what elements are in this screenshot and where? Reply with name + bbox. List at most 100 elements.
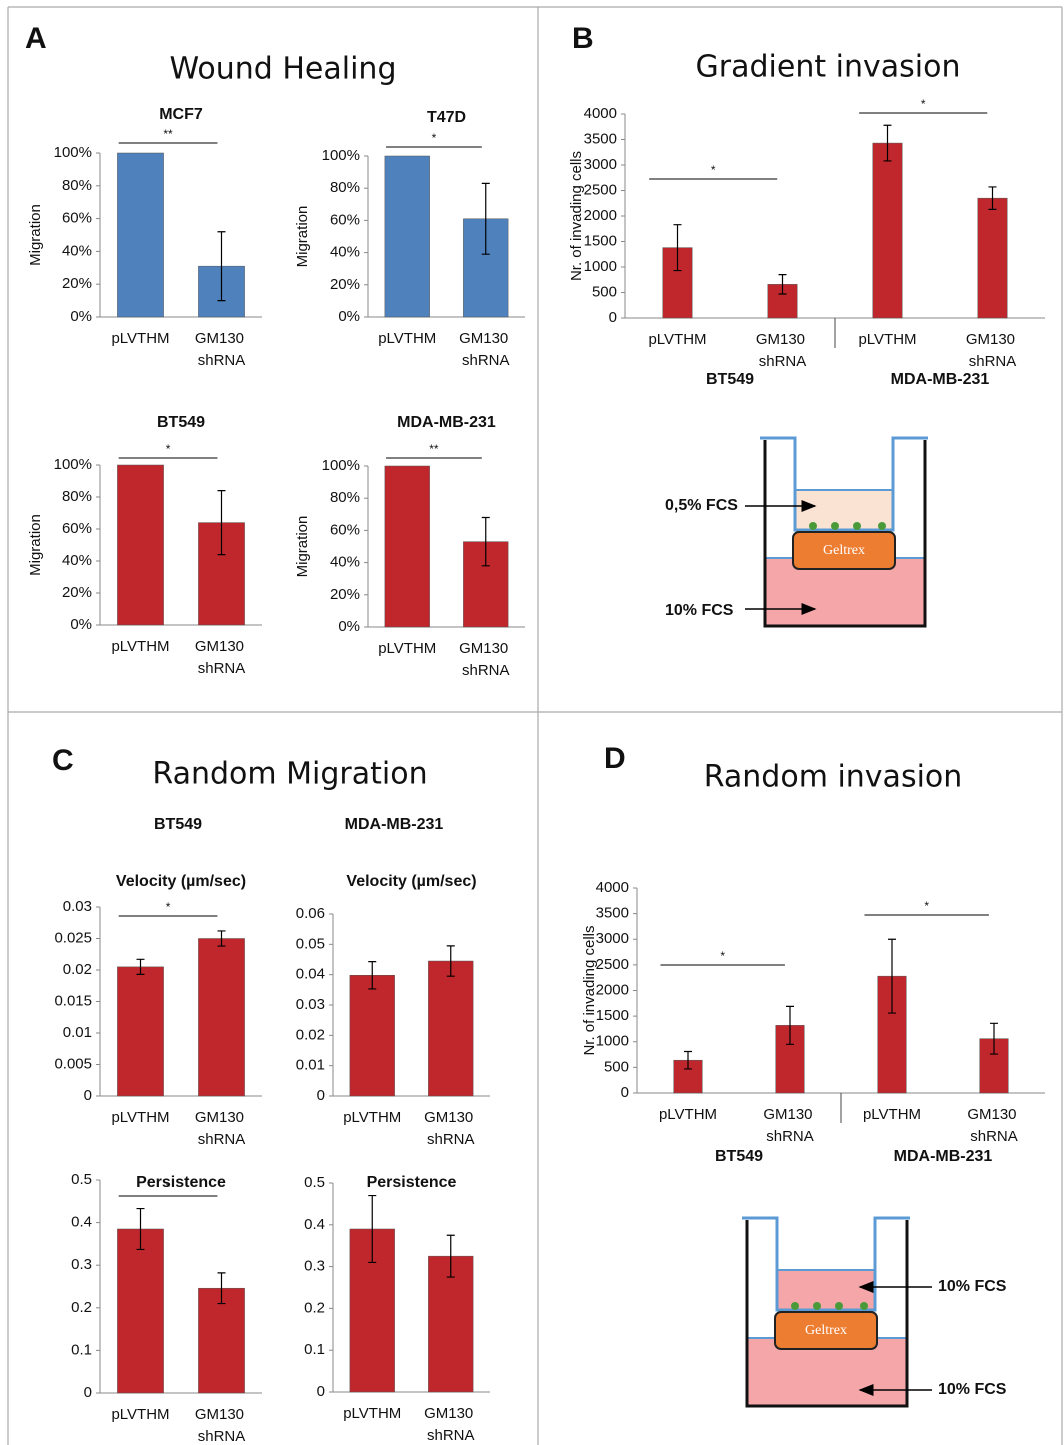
- medium-label: 10% FCS: [938, 1381, 1007, 1398]
- chart-title: BT549: [157, 414, 205, 431]
- x-tick-label: GM130 shRNA: [966, 331, 1019, 370]
- y-tick-label: 0.04: [296, 966, 325, 983]
- x-tick-label: GM130 shRNA: [195, 330, 248, 369]
- x-tick-label: pLVTHM: [111, 330, 169, 347]
- chart-title: Persistence: [367, 1174, 457, 1191]
- y-tick-label: 0%: [70, 616, 92, 633]
- y-tick-label: 80%: [62, 488, 92, 505]
- panel-title: Random Migration: [152, 757, 427, 792]
- x-tick-label: pLVTHM: [858, 331, 916, 348]
- y-tick-label: 20%: [62, 584, 92, 601]
- x-tick-label: pLVTHM: [111, 1406, 169, 1423]
- bar: [873, 143, 902, 318]
- bar: [385, 466, 430, 627]
- y-tick-label: 500: [592, 283, 617, 300]
- y-tick-label: 0: [84, 1384, 92, 1401]
- panel-title: Gradient invasion: [696, 50, 961, 85]
- y-tick-label: 80%: [330, 489, 360, 506]
- figure: A Wound Healing B Gradient invasion C Ra…: [0, 0, 1064, 1445]
- y-axis-label: Nr. of invading cells: [581, 925, 598, 1055]
- y-tick-label: 2000: [596, 981, 629, 998]
- y-tick-label: 500: [604, 1058, 629, 1075]
- x-tick-label: pLVTHM: [863, 1106, 921, 1123]
- chart-title: MDA-MB-231: [397, 414, 496, 431]
- x-tick-label: GM130 shRNA: [195, 1406, 248, 1445]
- y-tick-label: 100%: [322, 457, 360, 474]
- y-tick-label: 0.02: [296, 1026, 325, 1043]
- panel-letter: C: [52, 744, 74, 777]
- x-tick-label: pLVTHM: [648, 331, 706, 348]
- y-tick-label: 0: [84, 1087, 92, 1104]
- y-tick-label: 0.2: [71, 1299, 92, 1316]
- y-tick-label: 1000: [584, 258, 617, 275]
- x-tick-label: GM130 shRNA: [756, 331, 809, 370]
- y-tick-label: 0%: [338, 618, 360, 635]
- group-label: MDA-MB-231: [891, 371, 990, 388]
- y-tick-label: 3000: [584, 156, 617, 173]
- medium-label: 0,5% FCS: [665, 497, 738, 514]
- gradient-diagram: Geltrex: [760, 438, 928, 626]
- chart-title: T47D: [427, 109, 466, 126]
- chart-title: Velocity (µm/sec): [116, 873, 246, 890]
- y-tick-label: 3500: [596, 905, 629, 922]
- x-tick-label: GM130 shRNA: [763, 1106, 816, 1145]
- y-tick-label: 0.3: [71, 1256, 92, 1273]
- bar: [385, 156, 430, 317]
- group-label: BT549: [706, 371, 754, 388]
- y-tick-label: 0: [609, 309, 617, 326]
- panel-title: Wound Healing: [170, 52, 397, 87]
- bar: [117, 967, 163, 1096]
- y-tick-label: 2500: [584, 181, 617, 198]
- panel-letter: B: [572, 22, 594, 55]
- panel-frame: [8, 7, 1062, 1445]
- y-tick-label: 0: [317, 1383, 325, 1400]
- y-tick-label: 0%: [338, 308, 360, 325]
- y-tick-label: 0.005: [54, 1055, 92, 1072]
- y-tick-label: 100%: [54, 456, 92, 473]
- panel-letter: D: [604, 742, 626, 775]
- y-tick-label: 4000: [596, 879, 629, 896]
- bar: [198, 939, 244, 1097]
- chart-title: MCF7: [159, 106, 203, 123]
- y-tick-label: 0.1: [304, 1341, 325, 1358]
- x-tick-label: GM130 shRNA: [424, 1405, 477, 1444]
- y-axis-label: Migration: [294, 206, 311, 268]
- x-tick-label: GM130 shRNA: [195, 638, 248, 677]
- panel-title: Random invasion: [704, 760, 963, 795]
- y-tick-label: 0.2: [304, 1299, 325, 1316]
- medium-label: 10% FCS: [665, 602, 734, 619]
- y-tick-label: 0.03: [296, 996, 325, 1013]
- y-tick-label: 0: [621, 1084, 629, 1101]
- y-tick-label: 1500: [596, 1007, 629, 1024]
- bar: [117, 465, 163, 625]
- x-tick-label: GM130 shRNA: [195, 1109, 248, 1148]
- group-label: BT549: [715, 1148, 763, 1165]
- column-header: BT549: [154, 816, 202, 833]
- y-tick-label: 0.5: [71, 1171, 92, 1188]
- x-tick-label: pLVTHM: [343, 1109, 401, 1126]
- group-label: MDA-MB-231: [894, 1148, 993, 1165]
- significance-label: *: [924, 899, 929, 913]
- y-tick-label: 0.06: [296, 905, 325, 922]
- y-axis-label: Migration: [27, 204, 44, 266]
- significance-label: *: [166, 1180, 171, 1194]
- bar: [117, 1229, 163, 1393]
- bar: [428, 961, 473, 1096]
- bar: [978, 198, 1007, 318]
- y-tick-label: 100%: [54, 144, 92, 161]
- y-tick-label: 60%: [330, 211, 360, 228]
- y-tick-label: 20%: [62, 275, 92, 292]
- y-tick-label: 3000: [596, 930, 629, 947]
- y-tick-label: 40%: [62, 242, 92, 259]
- y-tick-label: 0.01: [63, 1024, 92, 1041]
- bar: [350, 975, 395, 1096]
- chart-title: Persistence: [136, 1174, 226, 1191]
- significance-label: *: [720, 949, 725, 963]
- column-header: MDA-MB-231: [345, 816, 444, 833]
- y-tick-label: 0.025: [54, 929, 92, 946]
- y-tick-label: 20%: [330, 586, 360, 603]
- x-tick-label: pLVTHM: [343, 1405, 401, 1422]
- significance-label: *: [921, 97, 926, 111]
- y-axis-label: Nr. of invading cells: [568, 151, 585, 281]
- y-tick-label: 0.5: [304, 1174, 325, 1191]
